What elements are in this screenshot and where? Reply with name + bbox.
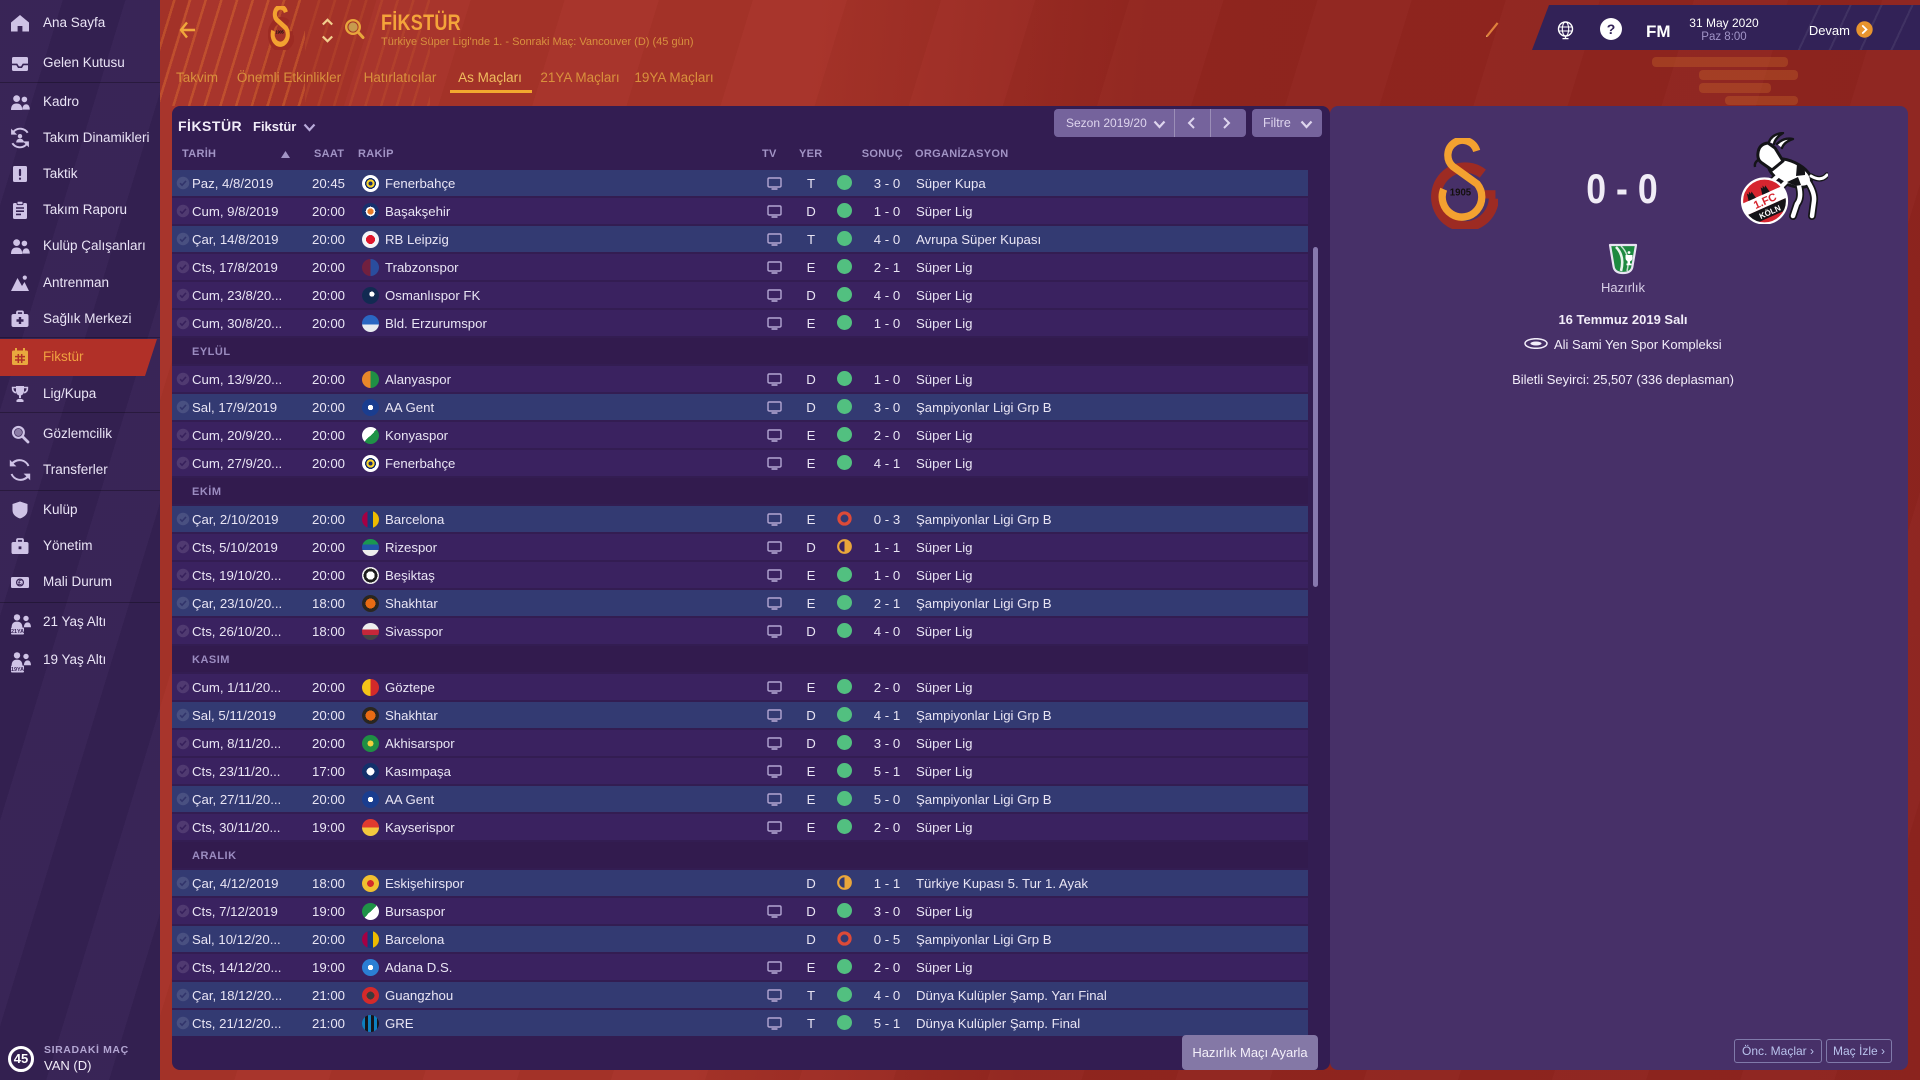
svg-text:£: £ [18, 580, 22, 587]
svg-text:1905: 1905 [276, 29, 285, 35]
svg-text:19YA: 19YA [11, 667, 24, 673]
svg-text:1905: 1905 [1450, 187, 1472, 198]
svg-text:21YA: 21YA [11, 629, 24, 635]
